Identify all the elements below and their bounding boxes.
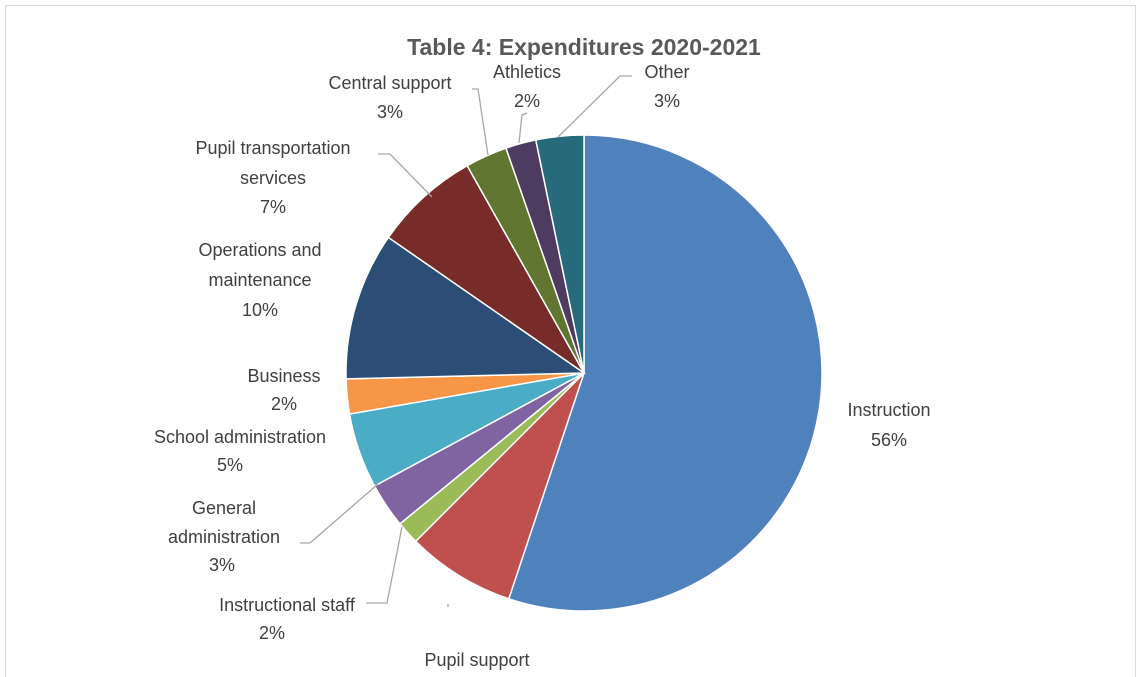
- slice-label: Instruction: [847, 400, 930, 420]
- chart-area: [5, 5, 1136, 677]
- leader-line: [300, 483, 379, 544]
- slice-label: General: [192, 498, 256, 518]
- leader-line: [557, 75, 632, 138]
- slice-percent-label: 2%: [271, 394, 297, 414]
- slice-label: maintenance: [208, 270, 311, 290]
- slice-label: Instructional staff: [219, 595, 356, 615]
- slice-label: Athletics: [493, 62, 561, 82]
- slice-percent-label: 5%: [217, 455, 243, 475]
- leader-line: [366, 526, 403, 604]
- slice-label: administration: [168, 527, 280, 547]
- pie-slice-pupil-transportation-services: [387, 164, 585, 374]
- slice-percent-label: 7%: [260, 197, 286, 217]
- slice-percent-label: 10%: [242, 300, 278, 320]
- leader-line: [378, 153, 433, 198]
- slice-label: Other: [644, 62, 689, 82]
- slice-percent-label: 3%: [209, 555, 235, 575]
- slice-label: Pupil transportation: [195, 138, 350, 158]
- slice-percent-label: 3%: [377, 102, 403, 122]
- leader-line: [518, 112, 528, 144]
- pie-slice-operations-and-maintenance: [345, 236, 587, 380]
- slice-label: services: [240, 168, 306, 188]
- slice-label: School administration: [154, 427, 326, 447]
- chart-title: Table 4: Expenditures 2020-2021: [407, 34, 761, 60]
- leader-line: [472, 88, 489, 156]
- pie-slice-other: [534, 134, 585, 374]
- slice-percent-label: 2%: [259, 623, 285, 643]
- slice-label: Operations and: [198, 240, 321, 260]
- pie-slice-instruction: [507, 134, 823, 612]
- pie-slice-pupil-support: [414, 372, 585, 600]
- slice-percent-label: 3%: [654, 91, 680, 111]
- slice-label: Central support: [328, 73, 451, 93]
- slice-label: Pupil support: [424, 650, 529, 670]
- slice-percent-label: 2%: [514, 91, 540, 111]
- slice-percent-label: 56%: [871, 430, 907, 450]
- slice-label: Business: [247, 366, 320, 386]
